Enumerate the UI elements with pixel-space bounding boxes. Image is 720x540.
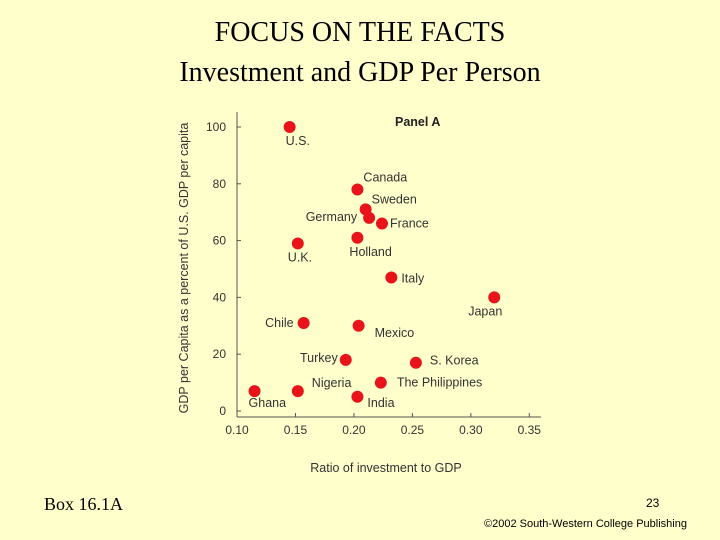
box-label: Box 16.1A [44, 494, 124, 514]
data-label-canada: Canada [363, 170, 407, 184]
data-point-france [375, 217, 388, 230]
data-label-india: India [367, 396, 394, 410]
data-point-ghana [248, 385, 261, 398]
data-label-nigeria: Nigeria [312, 376, 352, 390]
x-tick-label: 0.35 [518, 423, 542, 437]
data-label-france: France [390, 217, 429, 231]
chart-ticks: 0 20 40 60 80 100 0.10 0.15 0.20 0.25 0.30 0.35 [206, 120, 541, 437]
data-point-germany [363, 211, 376, 224]
page-subtitle: Investment and GDP Per Person [179, 57, 541, 88]
data-label-u-s: U.S. [286, 134, 310, 148]
data-point-canada [351, 183, 364, 196]
y-tick-label: 0 [219, 404, 226, 418]
data-label-sweden: Sweden [372, 192, 417, 206]
y-axis-label: GDP per Capita as a percent of U.S. GDP … [177, 123, 191, 414]
data-label-mexico: Mexico [375, 326, 415, 340]
data-label-chile: Chile [265, 316, 294, 330]
data-point-holland [351, 231, 364, 244]
page-title: FOCUS ON THE FACTS [214, 17, 506, 48]
y-tick-label: 40 [213, 290, 227, 304]
y-tick-label: 100 [206, 120, 226, 134]
x-tick-label: 0.15 [284, 423, 308, 437]
data-point-u-s [283, 121, 296, 133]
page-number: 23 [646, 496, 660, 510]
y-tick-label: 20 [213, 347, 227, 361]
x-tick-label: 0.20 [342, 423, 366, 437]
data-point-the-philippines [374, 376, 387, 389]
chart-title: Panel A [395, 115, 440, 129]
x-tick-label: 0.10 [225, 423, 249, 437]
data-point-india [351, 390, 364, 403]
data-label-turkey: Turkey [300, 351, 338, 365]
chart-points: U.S. Canada Sweden Germany France Holland U.K.… [248, 121, 502, 410]
x-tick-label: 0.30 [459, 423, 483, 437]
data-label-japan: Japan [468, 304, 502, 318]
data-point-japan [488, 291, 501, 304]
copyright-notice: ©2002 South-Western College Publishing [484, 518, 687, 530]
data-label-the-philippines: The Philippines [397, 376, 482, 390]
data-point-italy [385, 271, 398, 284]
data-label-s-korea: S. Korea [430, 354, 479, 368]
data-label-ghana: Ghana [249, 396, 287, 410]
y-tick-label: 60 [213, 234, 227, 248]
x-tick-label: 0.25 [401, 423, 425, 437]
data-label-holland: Holland [349, 245, 391, 259]
data-point-u-k [291, 237, 304, 250]
data-label-italy: Italy [401, 272, 425, 286]
data-label-u-k: U.K. [288, 250, 312, 264]
data-point-nigeria [291, 385, 304, 398]
y-tick-label: 80 [213, 177, 227, 191]
data-label-germany: Germany [306, 210, 358, 224]
x-axis-label: Ratio of investment to GDP [310, 461, 461, 475]
data-point-s-korea [409, 356, 422, 369]
data-point-turkey [339, 353, 352, 366]
data-point-mexico [352, 319, 365, 332]
chart-axes [236, 112, 541, 418]
data-point-chile [297, 316, 310, 329]
